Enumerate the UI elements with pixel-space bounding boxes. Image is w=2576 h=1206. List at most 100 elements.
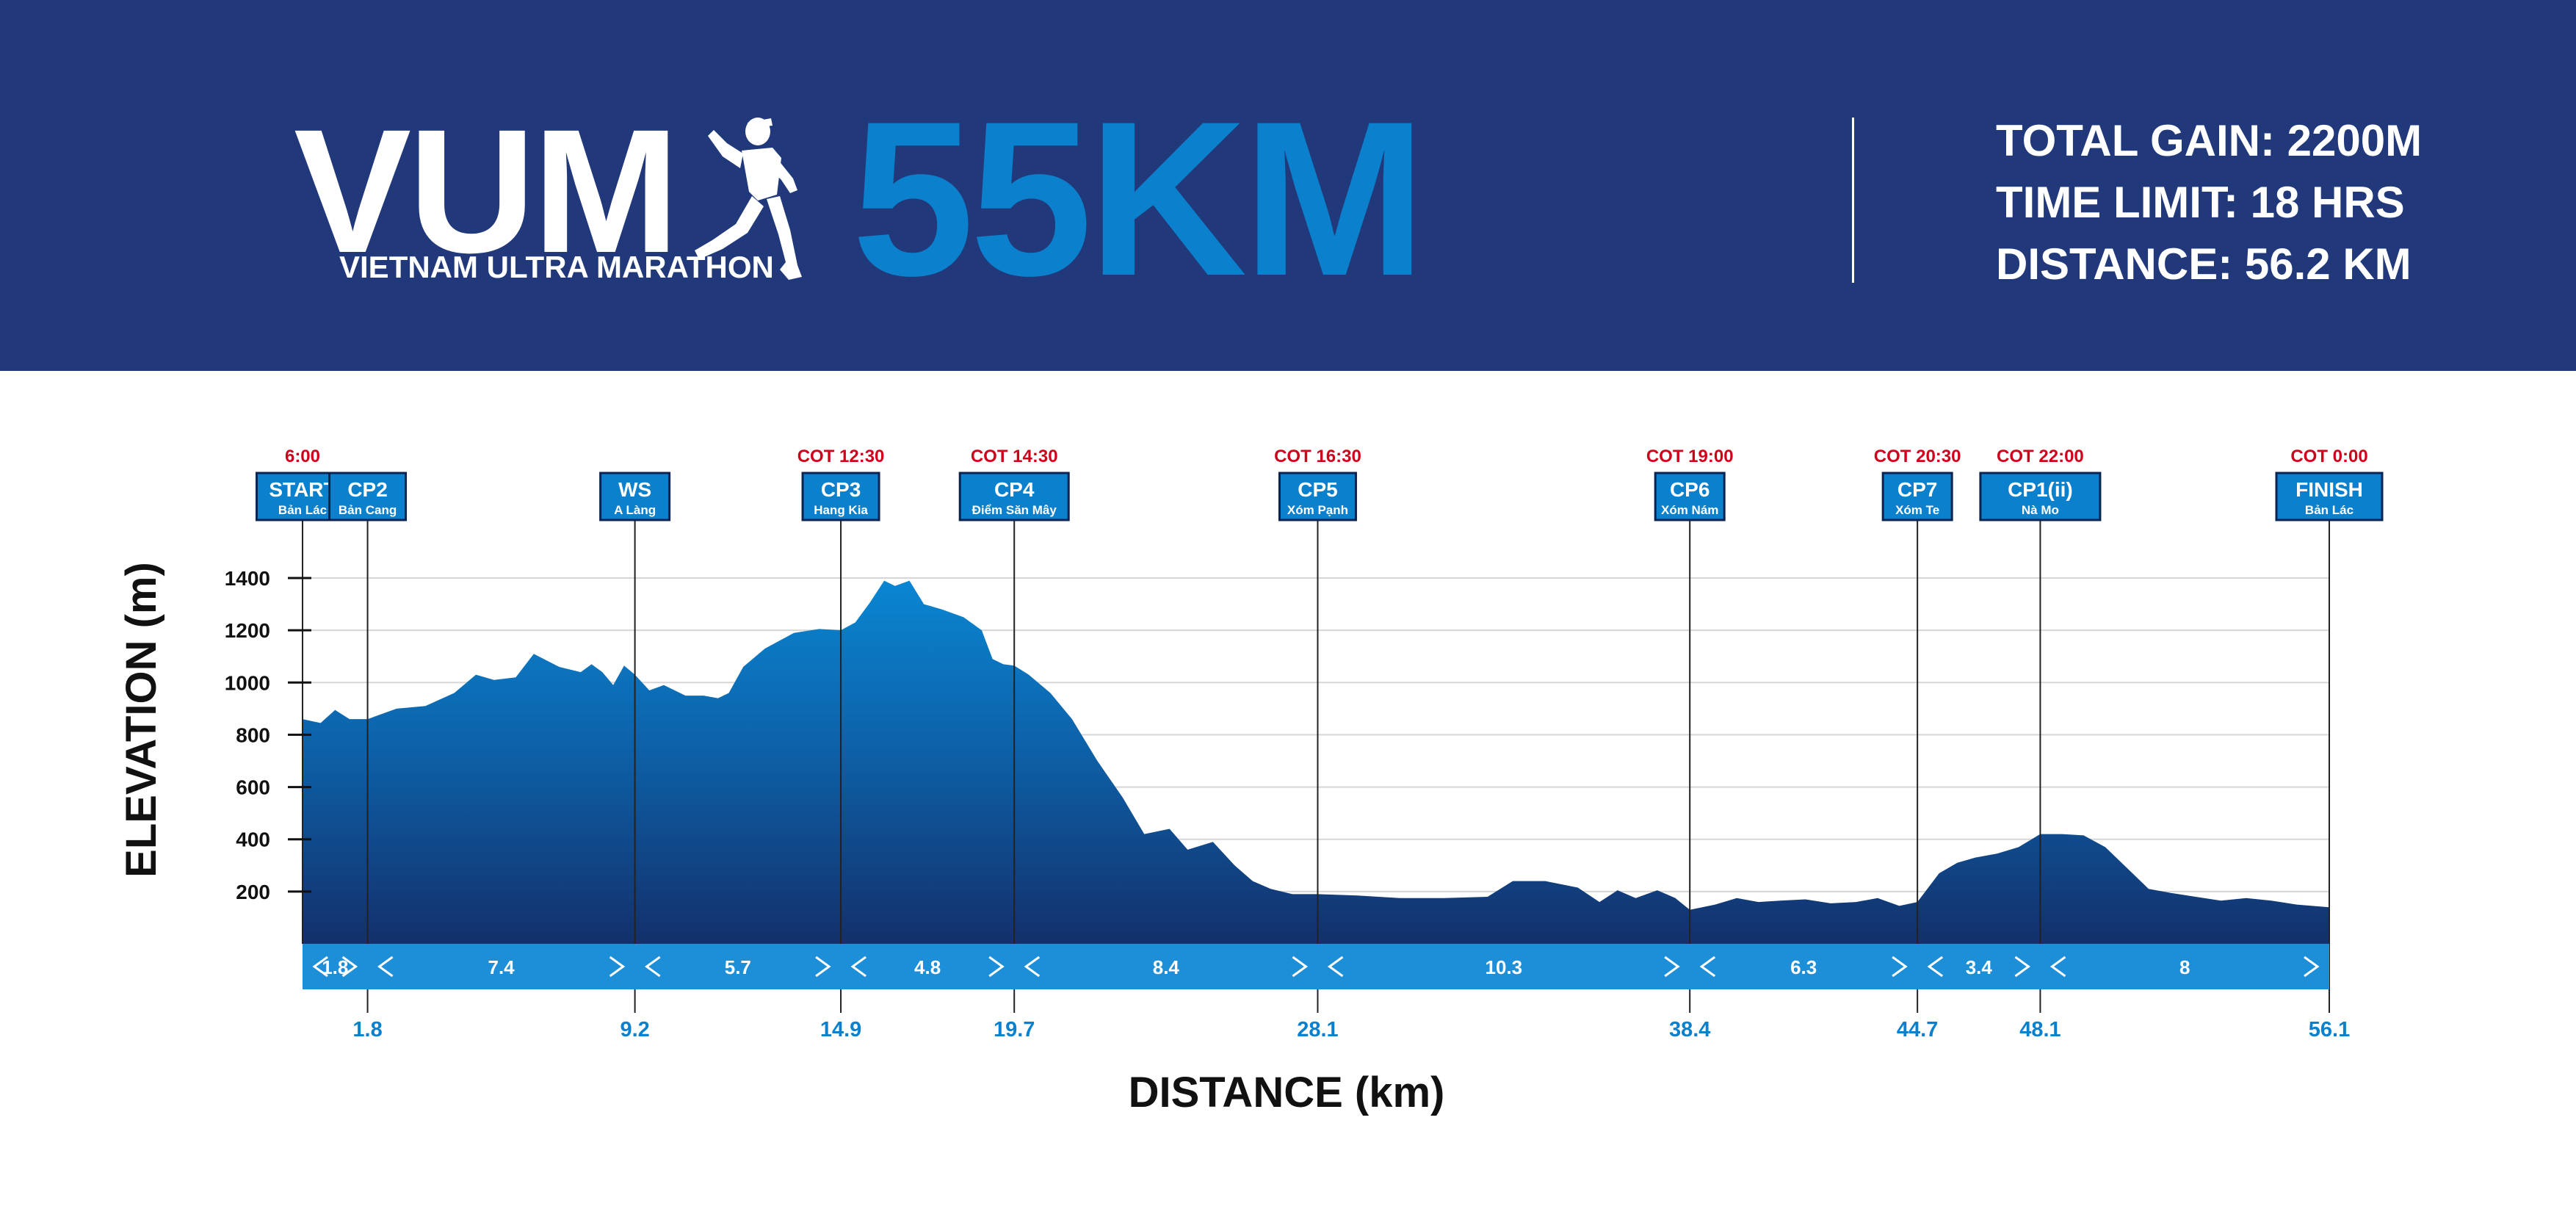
checkpoint-name: CP1(ii) [2008,478,2073,501]
segment: 7.4 [377,956,626,978]
segment-end-chevron [2304,956,2320,978]
segment-start-chevron [1927,956,1944,978]
segment: 10.3 [1327,956,1680,978]
y-tick-label: 1400 [225,567,270,590]
checkpoint-box [1654,472,1726,521]
segment-start-chevron [1699,956,1716,978]
segment-distance-label: 4.8 [914,956,941,978]
stat-distance: DISTANCE: 56.2 KM [1996,239,2412,289]
logo-text: VUM [294,93,679,289]
checkpoint-cp5: COT 16:30 CP5 Xóm Pạnh [1274,447,1361,521]
header-banner: VUM VIETNAM ULTRA MARATHON 55KM TOTAL GA… [0,0,2576,371]
checkpoint-box [1278,472,1357,521]
checkpoint-name: CP6 [1670,478,1710,501]
checkpoint-box [1881,472,1953,521]
checkpoint-box [958,472,1070,521]
checkpoint-place: Xóm Pạnh [1287,503,1348,517]
checkpoint-place: Điểm Săn Mây [972,503,1057,517]
segment-start-chevron [377,956,394,978]
y-axis-label: ELEVATION (m) [117,562,165,878]
segment-distance-label: 6.3 [1790,956,1817,978]
segment-start-chevron [850,956,866,978]
distance-marker-label: 28.1 [1297,1018,1338,1041]
distance-marker-label: 1.8 [352,1018,382,1041]
checkpoint-cp3: COT 12:30 CP3 Hang Kia [797,447,885,521]
checkpoint-box [2275,472,2384,521]
segment-labels: 1.8 7.4 5.7 4.8 8.4 10.3 6.3 3.4 8 [312,956,2320,978]
segment: 6.3 [1699,956,1908,978]
checkpoint-cutoff-time: COT 16:30 [1274,447,1361,466]
distance-labels: 1.8 9.2 14.9 19.7 28.1 38.4 44.7 48.1 56.1 [352,1018,2350,1041]
checkpoint-place: Bản Lác [2305,503,2354,517]
segment-end-chevron [815,956,831,978]
segment: 8 [2049,956,2320,978]
segment-start-chevron [1024,956,1041,978]
checkpoint-box [328,472,408,521]
segment-distance-label: 3.4 [1966,956,1993,978]
segment: 8.4 [1024,956,1309,978]
y-tick-label: 800 [236,723,270,746]
checkpoint-box [801,472,880,521]
checkpoint-place: Bản Lác [278,503,327,517]
checkpoint-cutoff-time: COT 0:00 [2290,447,2367,466]
checkpoint-box [1979,472,2102,521]
checkpoint-place: A Làng [614,503,656,517]
race-distance-title: 55KM [852,75,1426,322]
checkpoint-cutoff-time: COT 14:30 [971,447,1058,466]
checkpoint-cp2: CP2 Bản Cang [328,472,408,521]
stat-total-gain: TOTAL GAIN: 2200M [1996,116,2423,165]
checkpoint-cp7: COT 20:30 CP7 Xóm Te [1874,447,1961,521]
checkpoint-cutoff-time: COT 12:30 [797,447,885,466]
checkpoint-cp4: COT 14:30 CP4 Điểm Săn Mây [958,447,1070,521]
race-stats: TOTAL GAIN: 2200M TIME LIMIT: 18 HRS DIS… [1996,110,2422,295]
distance-marker-label: 44.7 [1897,1018,1938,1041]
segment-end-chevron [1664,956,1680,978]
y-tick-label: 1200 [225,619,270,642]
checkpoint-cp6: COT 19:00 CP6 Xóm Nám [1646,447,1734,521]
segment-start-chevron [1327,956,1344,978]
checkpoint-cp1-ii-: COT 22:00 CP1(ii) Nà Mo [1979,447,2102,521]
segment-distance-label: 7.4 [488,956,515,978]
checkpoint-name: FINISH [2295,478,2363,501]
y-axis-ticks: 200 400 600 800 1000 1200 1400 [225,567,311,903]
segment-distance-label: 10.3 [1486,956,1523,978]
banner-divider [1852,118,1854,283]
checkpoint-ws: WS A Làng [599,472,671,521]
checkpoint-cutoff-time: COT 20:30 [1874,447,1961,466]
distance-marker-label: 38.4 [1669,1018,1710,1041]
segment: 1.8 [312,956,358,978]
checkpoint-place: Hang Kia [814,503,868,517]
checkpoint-boxes: 6:00 START Bản Lác CP2 Bản Cang WS A Làng COT 1… [256,447,2384,521]
segment-distance-label: 5.7 [725,956,751,978]
segment-end-chevron [2014,956,2030,978]
checkpoint-box [599,472,671,521]
segment-bar [303,944,2329,989]
checkpoint-cutoff-time: COT 19:00 [1646,447,1734,466]
elevation-area [303,580,2329,944]
y-tick-label: 400 [236,828,270,851]
runner-icon [695,118,802,280]
checkpoint-place: Nà Mo [2022,503,2059,517]
checkpoint-finish: COT 0:00 FINISH Bản Lác [2275,447,2384,521]
checkpoint-place: Xóm Te [1895,503,1939,517]
segment-distance-label: 8.4 [1153,956,1180,978]
segment-end-chevron [1892,956,1908,978]
distance-marker-label: 9.2 [620,1018,649,1041]
y-tick-label: 600 [236,776,270,799]
checkpoint-lines [302,521,2330,1013]
distance-marker-label: 19.7 [994,1018,1035,1041]
segment-start-chevron [2049,956,2066,978]
segment-start-chevron [645,956,661,978]
distance-marker-label: 14.9 [820,1018,861,1041]
checkpoint-place: Xóm Nám [1661,503,1718,517]
segment-start-chevron [312,956,328,978]
segment: 5.7 [645,956,831,978]
checkpoint-name: CP4 [994,478,1035,501]
checkpoint-name: CP7 [1897,478,1937,501]
checkpoint-place: Bản Cang [339,503,397,517]
segment-distance-label: 1.8 [322,956,348,978]
segment-end-chevron [341,956,358,978]
checkpoint-cutoff-time: COT 22:00 [1997,447,2084,466]
x-axis-label: DISTANCE (km) [1129,1069,1445,1116]
stat-time-limit: TIME LIMIT: 18 HRS [1996,178,2405,227]
